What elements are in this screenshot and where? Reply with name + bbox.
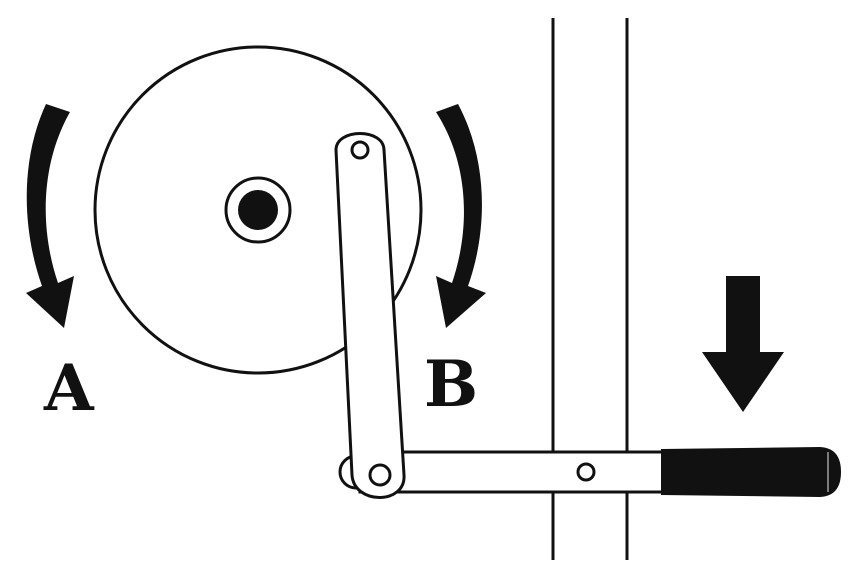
label-a: A bbox=[43, 351, 95, 426]
handle-grip bbox=[661, 446, 842, 498]
arm-pivot-hole bbox=[576, 462, 596, 482]
rod-top-pin bbox=[350, 140, 370, 160]
connecting-rod bbox=[334, 132, 406, 499]
curved-arrow-a-icon bbox=[26, 104, 74, 328]
down-arrow-icon bbox=[702, 276, 784, 412]
lever-arm bbox=[338, 446, 842, 498]
axle-hub bbox=[238, 190, 278, 230]
rod-bottom-pin bbox=[368, 463, 392, 487]
label-b: B bbox=[424, 347, 478, 422]
wheel bbox=[93, 45, 423, 375]
curved-arrow-b-icon bbox=[436, 104, 486, 328]
